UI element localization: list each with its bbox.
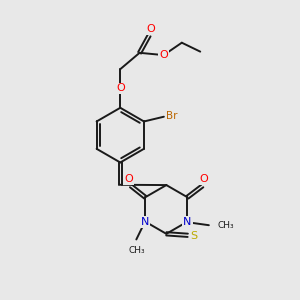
Text: N: N [141,217,149,226]
Text: O: O [200,174,208,184]
Text: O: O [146,24,155,34]
Text: CH₃: CH₃ [217,221,234,230]
Text: O: O [116,83,125,94]
Text: S: S [191,231,198,241]
Text: CH₃: CH₃ [128,246,145,255]
Text: N: N [183,217,192,226]
Text: Br: Br [166,110,178,121]
Text: O: O [159,50,168,60]
Text: O: O [124,174,133,184]
